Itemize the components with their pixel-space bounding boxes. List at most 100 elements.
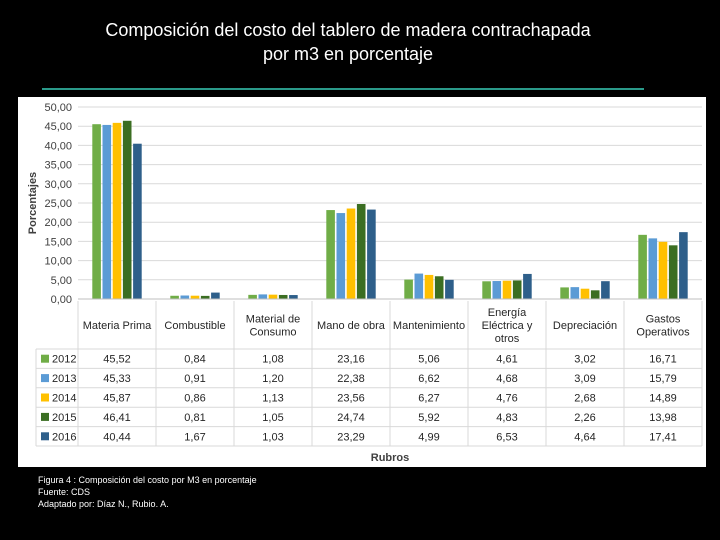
caption-adapted-line: Adaptado por: Díaz N., Rubio. A. bbox=[38, 499, 169, 509]
slide-title-line-1: Composición del costo del tablero de mad… bbox=[105, 20, 591, 40]
bar bbox=[502, 280, 512, 299]
data-label: 4,99 bbox=[418, 431, 439, 443]
data-label: 14,89 bbox=[649, 393, 677, 405]
bar bbox=[668, 245, 678, 299]
data-label: 3,02 bbox=[574, 354, 595, 366]
bar bbox=[190, 295, 200, 299]
bar bbox=[482, 281, 491, 299]
data-label: 3,09 bbox=[574, 373, 595, 385]
category-label: Mantenimiento bbox=[393, 320, 465, 332]
data-label: 0,84 bbox=[184, 354, 205, 366]
legend-key bbox=[41, 354, 49, 363]
figure-caption: Figura 4 : Composición del costo por M3 … bbox=[38, 474, 257, 510]
title-divider bbox=[42, 88, 644, 90]
bar bbox=[367, 209, 376, 299]
y-tick-label: 50,00 bbox=[44, 102, 72, 114]
bar bbox=[346, 208, 356, 299]
data-label: 45,87 bbox=[103, 393, 131, 405]
bar bbox=[326, 210, 335, 299]
category-label: Material de bbox=[246, 314, 300, 326]
data-label: 22,38 bbox=[337, 373, 365, 385]
bar bbox=[523, 273, 532, 299]
data-label: 45,52 bbox=[103, 354, 131, 366]
data-label: 5,92 bbox=[418, 412, 439, 424]
slide-title: Composición del costo del tablero de mad… bbox=[40, 18, 656, 66]
slide-title-line-2: por m3 en porcentaje bbox=[262, 44, 434, 64]
data-label: 4,64 bbox=[574, 431, 595, 443]
data-label: 16,71 bbox=[649, 354, 677, 366]
bar bbox=[180, 295, 190, 299]
data-label: 6,27 bbox=[418, 393, 439, 405]
data-label: 1,20 bbox=[262, 373, 283, 385]
category-label: Mano de obra bbox=[317, 320, 386, 332]
bar bbox=[492, 281, 502, 299]
bar bbox=[512, 280, 522, 299]
data-label: 1,67 bbox=[184, 431, 205, 443]
bar bbox=[580, 288, 590, 299]
bar bbox=[122, 120, 132, 299]
bar bbox=[102, 124, 112, 299]
category-label: Combustible bbox=[164, 320, 225, 332]
data-label: 2,26 bbox=[574, 412, 595, 424]
data-label: 24,74 bbox=[337, 412, 365, 424]
data-label: 5,06 bbox=[418, 354, 439, 366]
y-tick-label: 45,00 bbox=[44, 121, 72, 133]
category-label: Operativos bbox=[636, 327, 690, 339]
bar bbox=[414, 273, 424, 299]
bar bbox=[92, 124, 101, 299]
legend-label: 2013 bbox=[52, 373, 76, 385]
data-label: 4,83 bbox=[496, 412, 517, 424]
data-label: 1,08 bbox=[262, 354, 283, 366]
y-tick-label: 20,00 bbox=[44, 217, 72, 229]
data-label: 23,16 bbox=[337, 354, 365, 366]
legend-key bbox=[41, 432, 49, 441]
category-label: Energía bbox=[488, 307, 527, 319]
data-label: 23,29 bbox=[337, 431, 365, 443]
data-label: 1,03 bbox=[262, 431, 283, 443]
data-label: 0,81 bbox=[184, 412, 205, 424]
bar bbox=[211, 292, 220, 299]
bar bbox=[658, 241, 668, 299]
bar bbox=[638, 234, 647, 299]
data-label: 15,79 bbox=[649, 373, 677, 385]
data-label: 1,13 bbox=[262, 393, 283, 405]
legend-label: 2015 bbox=[52, 412, 76, 424]
bar bbox=[258, 294, 268, 299]
bar bbox=[648, 238, 658, 299]
y-tick-label: 30,00 bbox=[44, 179, 72, 191]
data-label: 0,86 bbox=[184, 393, 205, 405]
y-tick-label: 25,00 bbox=[44, 198, 72, 210]
bar bbox=[356, 203, 366, 299]
data-label: 4,61 bbox=[496, 354, 517, 366]
data-label: 23,56 bbox=[337, 393, 365, 405]
data-label: 6,62 bbox=[418, 373, 439, 385]
bar bbox=[336, 213, 346, 299]
bar bbox=[434, 276, 444, 299]
bar bbox=[679, 232, 688, 299]
data-label: 2,68 bbox=[574, 393, 595, 405]
category-label: otros bbox=[495, 333, 520, 345]
bar bbox=[133, 143, 142, 299]
y-tick-label: 15,00 bbox=[44, 236, 72, 248]
data-label: 46,41 bbox=[103, 412, 131, 424]
bar bbox=[560, 287, 569, 299]
bar bbox=[112, 122, 122, 300]
bar bbox=[590, 290, 600, 299]
bar bbox=[268, 294, 278, 299]
legend-label: 2012 bbox=[52, 354, 76, 366]
legend-label: 2016 bbox=[52, 431, 76, 443]
data-label: 45,33 bbox=[103, 373, 131, 385]
data-label: 40,44 bbox=[103, 431, 131, 443]
y-tick-label: 40,00 bbox=[44, 140, 72, 152]
data-label: 1,05 bbox=[262, 412, 283, 424]
data-label: 4,68 bbox=[496, 373, 517, 385]
bar bbox=[445, 279, 454, 299]
y-axis-title: Porcentajes bbox=[27, 172, 39, 234]
chart-panel: 0,00 5,00 10,00 15,00 20,00 25,00 30,00 35,00 40… bbox=[18, 97, 706, 467]
data-label: 6,53 bbox=[496, 431, 517, 443]
legend-key bbox=[41, 374, 49, 383]
category-label: Materia Prima bbox=[83, 320, 152, 332]
bar bbox=[170, 295, 179, 299]
data-label: 4,76 bbox=[496, 393, 517, 405]
bar bbox=[424, 274, 434, 299]
